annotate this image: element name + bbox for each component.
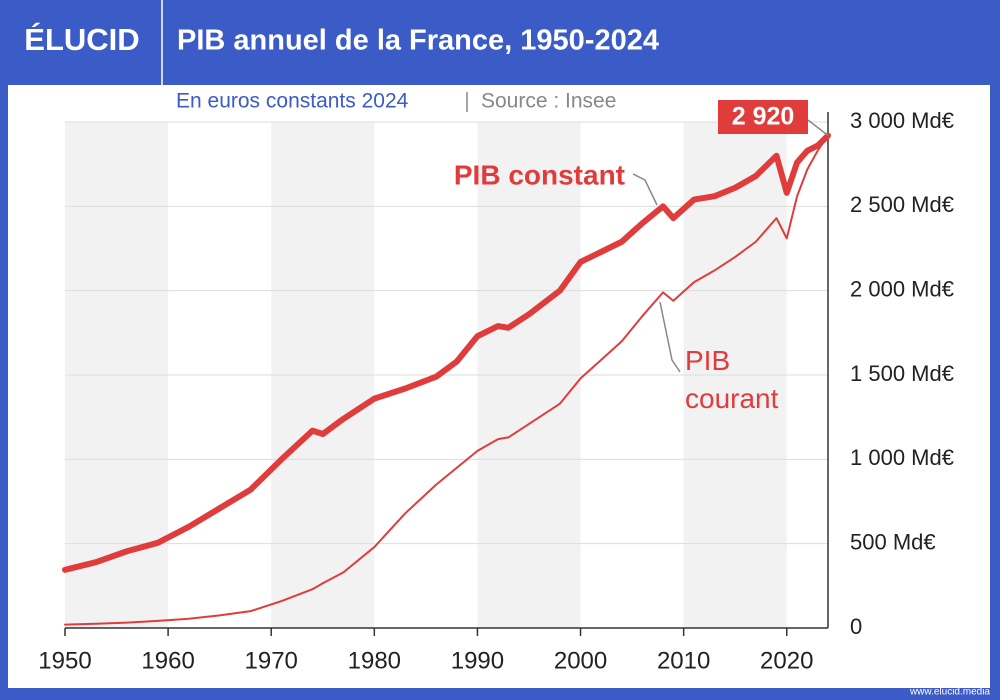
annotation-leader xyxy=(807,119,829,137)
y-tick-label: 2 500 Md€ xyxy=(850,192,954,217)
leader-line xyxy=(659,301,681,373)
y-tick-label: 1 000 Md€ xyxy=(850,445,954,470)
x-tick-label: 1980 xyxy=(348,647,401,674)
x-tick-label: 2010 xyxy=(657,647,710,674)
value-label: 2 920 xyxy=(732,103,795,131)
leader-line xyxy=(632,173,658,206)
series-label: PIB courant xyxy=(685,345,779,414)
x-tick-label: 2020 xyxy=(760,647,813,674)
y-tick-label: 3 000 Md€ xyxy=(850,108,954,133)
subtitle: En euros constants 2024 xyxy=(176,90,409,113)
source: Source : Insee xyxy=(481,90,616,113)
x-tick-label: 1960 xyxy=(141,647,194,674)
x-tick-label: 1970 xyxy=(245,647,298,674)
x-tick-label: 2000 xyxy=(554,647,607,674)
series-label: PIB constant xyxy=(454,159,625,190)
y-tick-label: 1 500 Md€ xyxy=(850,361,954,386)
value-box xyxy=(718,100,808,134)
y-tick-label: 2 000 Md€ xyxy=(850,276,954,301)
series-line xyxy=(62,132,831,573)
chart-title: PIB annuel de la France, 1950-2024 xyxy=(177,25,659,57)
y-tick-label: 500 Md€ xyxy=(850,529,936,554)
x-tick-label: 1950 xyxy=(38,647,91,674)
y-tick-label: 0 xyxy=(850,614,862,639)
x-tick-label: 1990 xyxy=(451,647,504,674)
footer-url: www.elucid.media xyxy=(909,687,990,698)
series-line xyxy=(64,134,829,626)
brand-logo: ÉLUCID xyxy=(24,22,139,57)
